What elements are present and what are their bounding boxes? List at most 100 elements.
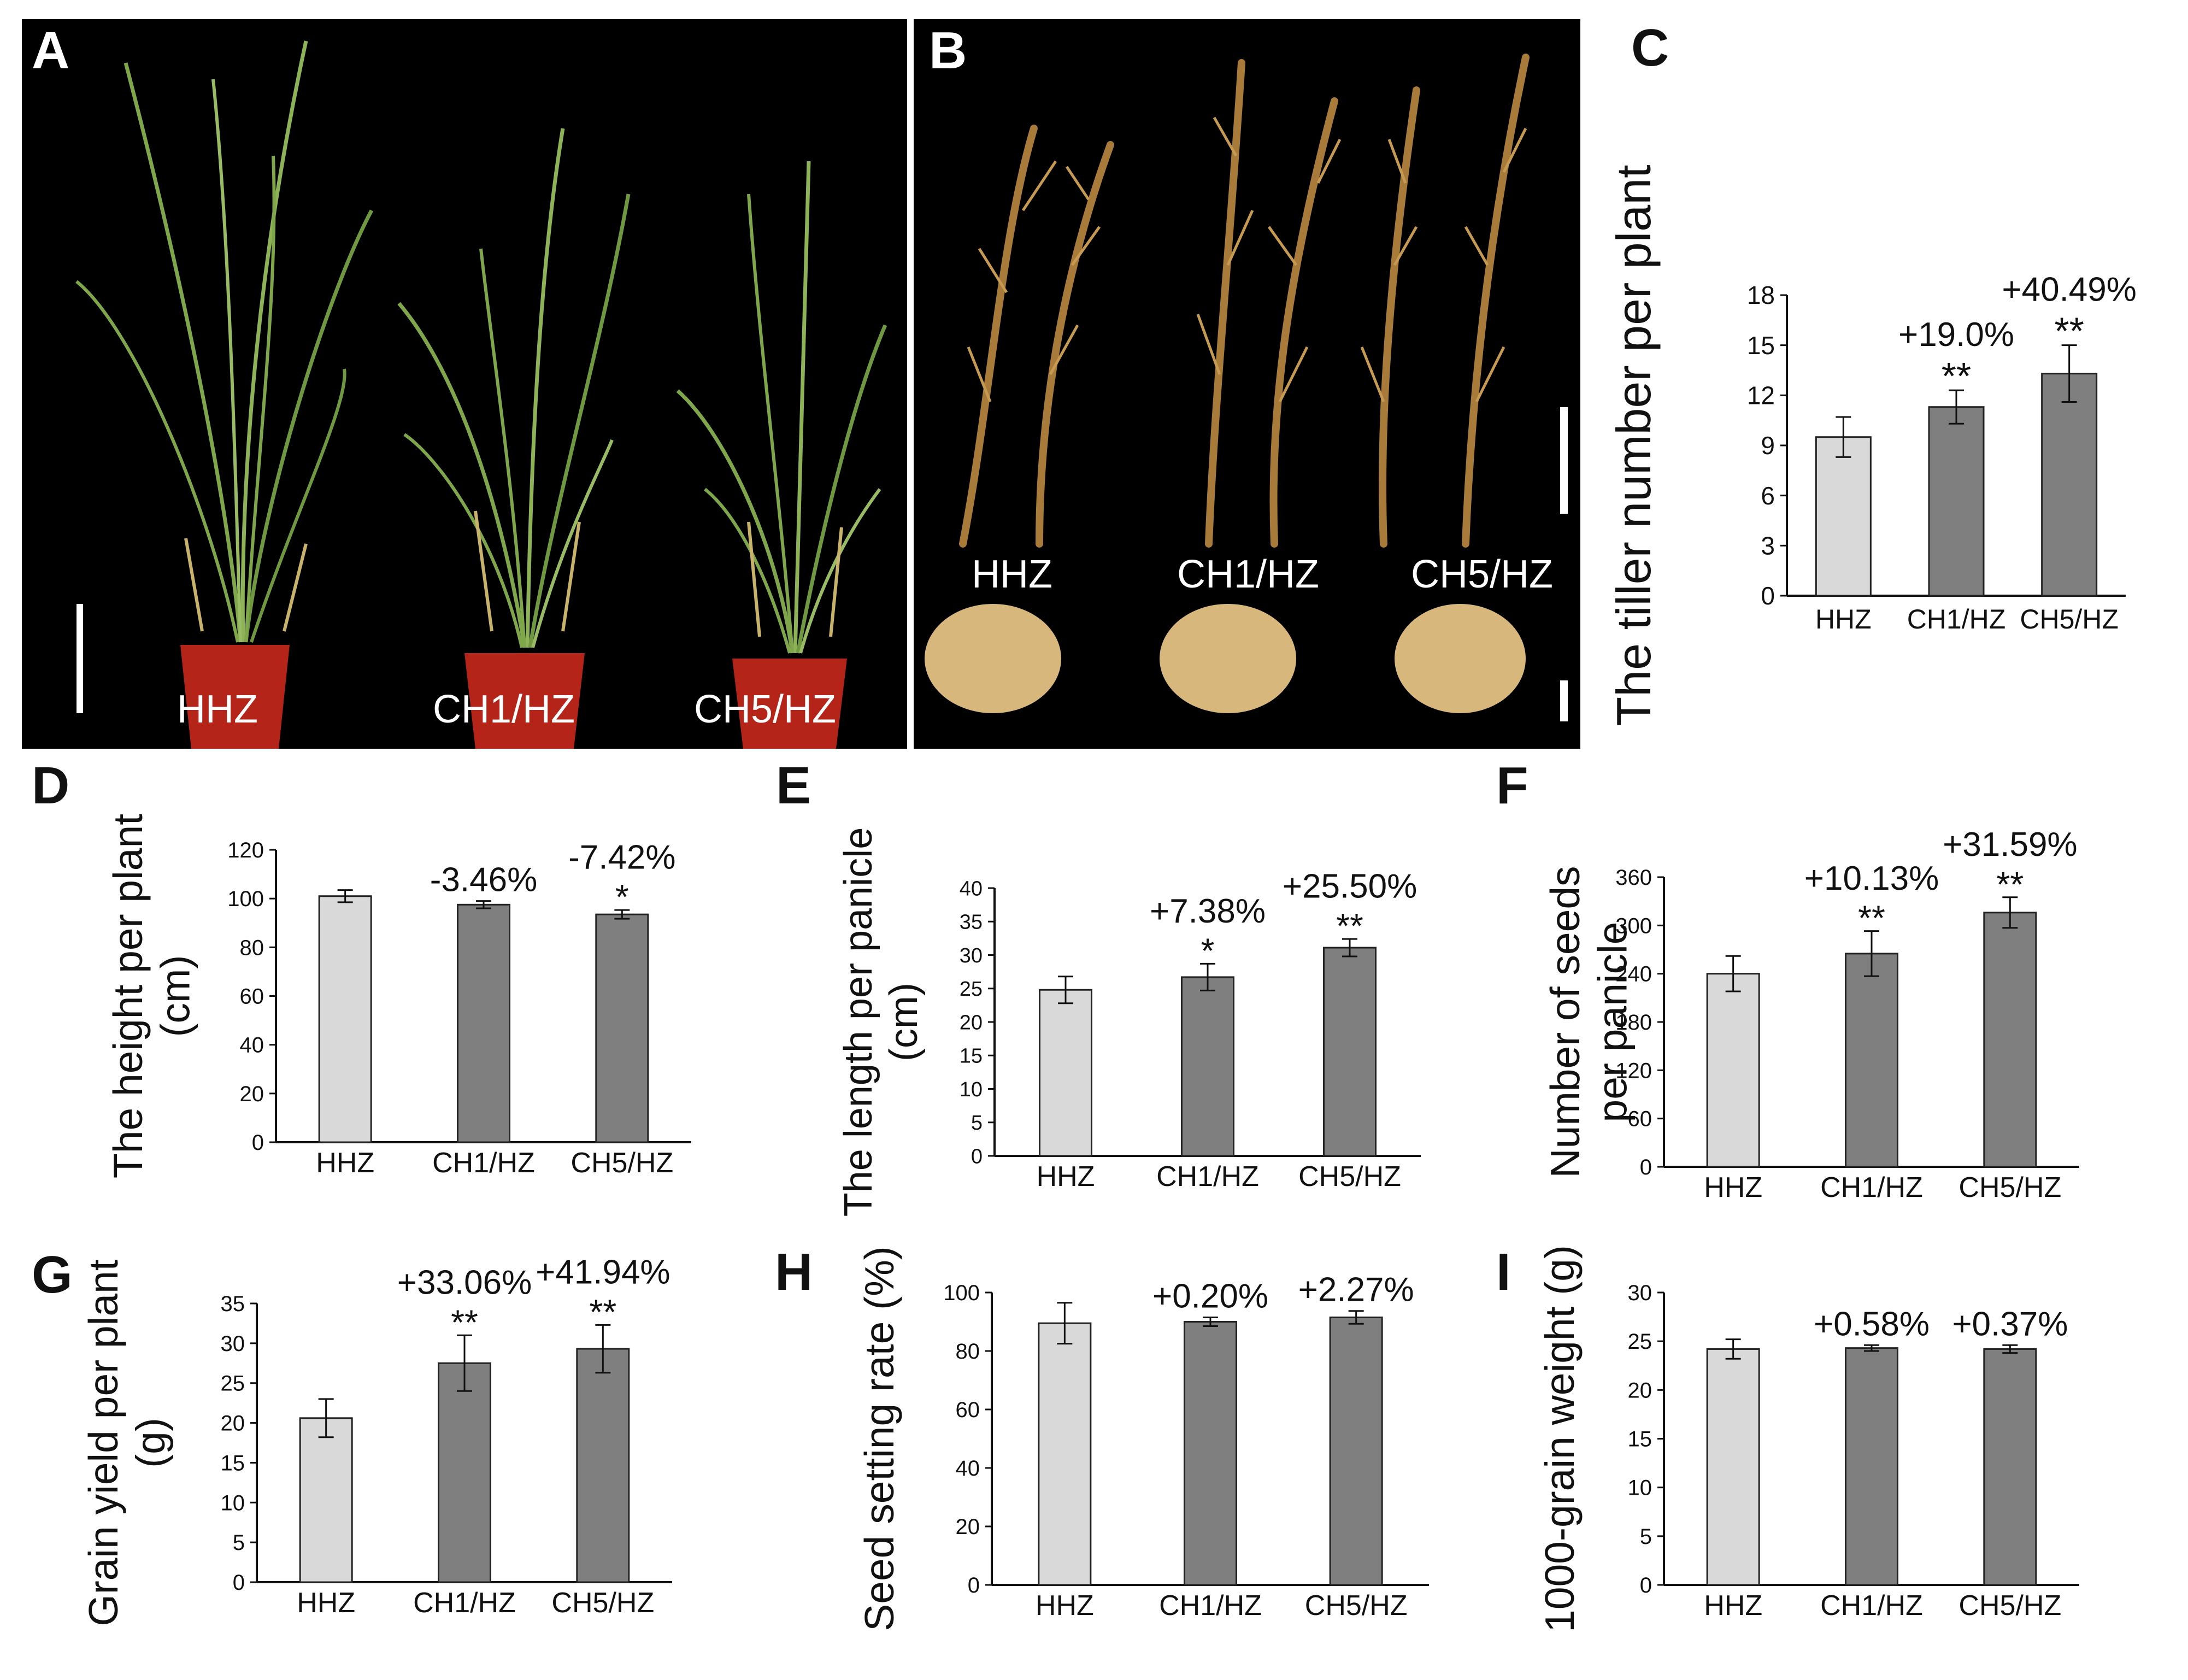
x-tick-label: CH5/HZ: [1958, 1590, 2061, 1622]
x-tick-label: HHZ: [1036, 1590, 1094, 1622]
y-axis-label: per panicle: [1589, 922, 1635, 1123]
bar-ch1-hz: [1845, 1347, 1898, 1586]
photo-b-label-ch5: CH5/HZ: [1410, 553, 1554, 596]
y-axis-label: Seed setting rate (%): [856, 1246, 902, 1631]
percent-change-label: +0.20%: [1152, 1277, 1268, 1315]
bar-hhz: [1706, 1348, 1760, 1586]
y-tick-label: 20: [956, 1515, 980, 1539]
photo-b-label-ch1: CH1/HZ: [1177, 553, 1320, 596]
y-tick-label: 0: [252, 1131, 264, 1155]
plant-hhz: [75, 40, 374, 749]
photo-a-label-ch5: CH5/HZ: [693, 688, 837, 731]
y-axis-label: Number of seeds: [1542, 866, 1588, 1178]
bar-ch5-hz: [2041, 373, 2098, 597]
y-tick-label: 180: [1615, 1011, 1652, 1035]
y-tick-label: 3: [1761, 531, 1775, 560]
y-tick-label: 30: [960, 944, 983, 967]
panicles: [959, 54, 1530, 548]
y-tick-label: 0: [971, 1145, 983, 1168]
x-tick-label: CH1/HZ: [413, 1587, 516, 1619]
chart-i-group: I 0 5 10 15 20 25 30 1000-grain weight (g) HHZ CH1…: [1496, 1243, 2079, 1632]
y-tick-label: 15: [1628, 1428, 1652, 1452]
y-tick-label: 12: [1747, 381, 1775, 409]
y-tick-label: 40: [960, 877, 983, 900]
chart-g: G 0 5 10 15 20 25 30 35 Grain yield per plant (g) H…: [32, 1246, 672, 1626]
x-tick-label: HHZ: [316, 1147, 374, 1179]
bar-ch1-hz: [1181, 976, 1234, 1157]
percent-change-label: -3.46%: [430, 861, 537, 899]
panel-letter-f: F: [1496, 756, 1528, 815]
y-tick-label: 25: [221, 1372, 245, 1396]
y-tick-label: 60: [240, 985, 264, 1009]
y-axis-label: 1000-grain weight (g): [1537, 1245, 1583, 1632]
y-axis-label: Grain yield per plant: [80, 1259, 126, 1626]
x-tick-label: CH1/HZ: [1156, 1161, 1259, 1193]
panel-letter-e: E: [776, 756, 811, 815]
y-tick-label: 0: [233, 1571, 245, 1595]
bar-ch1-hz: [438, 1362, 491, 1583]
x-tick-label: CH1/HZ: [1820, 1172, 1923, 1203]
significance-label: *: [615, 877, 629, 917]
photo-panel-b: HHZ CH1/HZ CH5/HZ: [914, 19, 1580, 749]
y-tick-label: 25: [960, 978, 983, 1001]
y-tick-label: 0: [1640, 1155, 1652, 1179]
y-tick-label: 25: [1628, 1330, 1652, 1354]
significance-label: **: [2054, 310, 2084, 353]
percent-change-label: +41.94%: [536, 1254, 670, 1291]
significance-label: *: [1201, 931, 1215, 970]
y-tick-label: 0: [1761, 581, 1775, 610]
y-tick-label: 35: [221, 1292, 245, 1316]
y-tick-label: 300: [1615, 914, 1652, 938]
chart-f-group: F 0 60 120 180 240 300 360 Number of seeds per pa…: [1496, 756, 2079, 1203]
bar-ch1-hz: [1184, 1321, 1237, 1586]
percent-change-label: +0.58%: [1814, 1305, 1930, 1343]
photo-panel-a: HHZ CH1/HZ CH5/HZ: [22, 19, 907, 749]
y-tick-label: 15: [221, 1451, 245, 1475]
x-tick-label: CH1/HZ: [1159, 1590, 1262, 1622]
y-tick-label: 80: [240, 936, 264, 960]
y-tick-label: 60: [1628, 1107, 1652, 1131]
panel-letter-h: H: [775, 1243, 813, 1301]
chart-f: F 0 60 120 180 240 300 360 Number of seeds per pa…: [1496, 756, 2079, 1203]
bar-ch5-hz: [1983, 912, 2037, 1168]
x-tick-label: HHZ: [1704, 1590, 1762, 1622]
x-tick-label: HHZ: [1815, 604, 1872, 635]
percent-change-label: -7.42%: [568, 839, 675, 877]
x-tick-label: HHZ: [1704, 1172, 1762, 1203]
y-tick-label: 10: [221, 1491, 245, 1515]
y-tick-label: 5: [971, 1112, 983, 1135]
bar-ch5-hz: [1329, 1316, 1383, 1586]
y-tick-label: 5: [1640, 1525, 1652, 1549]
chart-e-group: E 0 5 10 15 20 25 30 35 40 The length per panicle(…: [776, 756, 1421, 1217]
significance-label: **: [589, 1292, 616, 1331]
bar-ch5-hz: [1323, 947, 1377, 1157]
y-tick-label: 5: [233, 1531, 245, 1555]
photo-a-label-ch1: CH1/HZ: [432, 688, 575, 731]
x-tick-label: HHZ: [297, 1587, 355, 1619]
photo-a-label-hhz: HHZ: [177, 688, 258, 731]
bar-ch5-hz: [576, 1348, 630, 1583]
percent-change-label: +10.13%: [1804, 860, 1939, 897]
x-tick-label: CH5/HZ: [570, 1147, 673, 1179]
x-tick-label: CH1/HZ: [432, 1147, 535, 1179]
panicle-photo-illustration: [925, 54, 1530, 713]
y-tick-label: 20: [221, 1412, 245, 1436]
percent-change-label: +2.27%: [1298, 1271, 1414, 1309]
bar-hhz: [318, 895, 372, 1143]
photo-b-label-hhz: HHZ: [972, 553, 1052, 596]
grain-pile-hhz: [925, 604, 1061, 713]
chart-g-group: G 0 5 10 15 20 25 30 35 Grain yield per plant (g) H…: [32, 1246, 672, 1626]
y-tick-label: 120: [1615, 1059, 1652, 1083]
y-tick-label: 20: [960, 1011, 983, 1034]
percent-change-label: +19.0%: [1898, 316, 2014, 354]
y-tick-label: 15: [960, 1045, 983, 1068]
plant-ch5: [676, 161, 887, 749]
x-tick-label: CH5/HZ: [551, 1587, 654, 1619]
bar-hhz: [299, 1417, 353, 1583]
chart-c: C 0 3 6 9 12 15 18 The tiller number per plant HH…: [1607, 19, 2137, 726]
y-tick-label: 20: [1628, 1378, 1652, 1402]
y-tick-label: 40: [240, 1033, 264, 1058]
significance-label: **: [1336, 906, 1363, 945]
grain-pile-ch1: [1160, 604, 1296, 713]
chart-i: I 0 5 10 15 20 25 30 1000-grain weight (g) HHZ CH1…: [1496, 1243, 2079, 1632]
